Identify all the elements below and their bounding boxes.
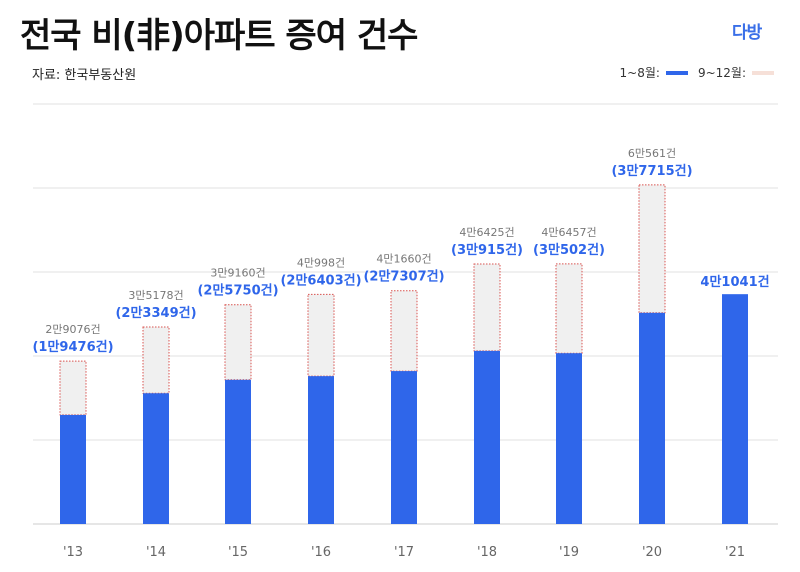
x-tick-label: '18 <box>477 545 497 560</box>
partial-label: (2만6403건) <box>280 272 361 288</box>
total-label: 4만1660건 <box>376 253 431 266</box>
partial-label: 4만1041건 <box>700 274 769 290</box>
bar-sep-dec <box>473 263 501 352</box>
bar-sep-dec <box>224 304 252 381</box>
legend-label-jan-aug: 1~8월: <box>619 66 660 80</box>
bar-jan-aug <box>474 350 500 524</box>
bar-jan-aug <box>143 393 169 524</box>
partial-label: (3만7715건) <box>611 163 692 179</box>
logo: 다방 <box>732 23 762 43</box>
bar-jan-aug <box>391 371 417 524</box>
x-tick-label: '13 <box>63 545 83 560</box>
x-tick-label: '19 <box>559 545 579 560</box>
bar-jan-aug <box>308 376 334 524</box>
x-tick-label: '21 <box>725 545 745 560</box>
total-label: 4만6457건 <box>541 226 596 239</box>
legend-label-sep-dec: 9~12월: <box>697 66 746 80</box>
partial-label: (3만502건) <box>533 242 605 258</box>
bar-sep-dec <box>638 184 666 314</box>
partial-label: (2만7307건) <box>363 269 444 285</box>
source-note: 자료: 한국부동산원 <box>32 68 137 83</box>
bar-jan-aug <box>556 353 582 524</box>
bar-jan-aug <box>225 379 251 524</box>
total-label: 3만5178건 <box>128 289 183 302</box>
partial-label: (2만5750건) <box>197 283 278 299</box>
bar-sep-dec <box>390 290 418 372</box>
x-tick-label: '17 <box>394 545 414 560</box>
partial-label: (1만9476건) <box>32 339 113 355</box>
legend-swatch-jan-aug <box>665 70 688 75</box>
total-label: 3만9160건 <box>210 267 265 280</box>
chart-title: 전국 비(非)아파트 증여 건수 <box>20 16 418 56</box>
x-tick-label: '20 <box>642 545 662 560</box>
total-label: 2만9076건 <box>45 323 100 336</box>
bar-sep-dec <box>59 360 87 416</box>
total-label: 4만6425건 <box>459 226 514 239</box>
total-label: 4만998건 <box>297 256 345 269</box>
partial-label: (3만915건) <box>451 242 523 258</box>
x-tick-label: '14 <box>146 545 166 560</box>
bar-jan-aug <box>639 312 665 524</box>
bar-sep-dec <box>307 293 335 377</box>
x-tick-label: '16 <box>311 545 331 560</box>
bar-sep-dec <box>142 326 170 394</box>
bar-sep-dec <box>555 263 583 354</box>
bar-jan-aug <box>60 414 86 524</box>
x-tick-label: '15 <box>228 545 248 560</box>
partial-label: (2만3349건) <box>115 305 196 321</box>
legend-swatch-sep-dec <box>752 70 774 75</box>
total-label: 6만561건 <box>628 147 676 160</box>
legend: 1~8월: 9~12월: <box>620 64 780 81</box>
bar-jan-aug <box>722 294 748 524</box>
